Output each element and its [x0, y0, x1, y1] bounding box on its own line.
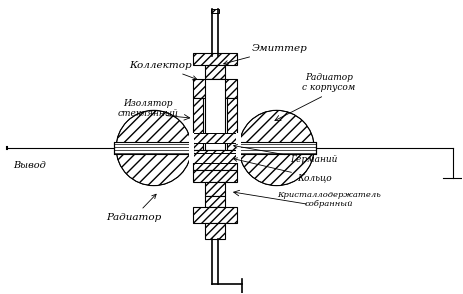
Text: Изолятор
стеклянный: Изолятор стеклянный — [117, 99, 178, 118]
Bar — [205, 79, 225, 150]
Bar — [193, 133, 237, 143]
Bar — [114, 142, 193, 154]
Circle shape — [238, 110, 313, 186]
Bar — [193, 208, 237, 223]
Bar — [237, 142, 315, 154]
Bar — [193, 98, 203, 150]
Text: Вывод: Вывод — [13, 161, 46, 170]
Text: Радиатор: Радиатор — [106, 194, 161, 222]
Bar — [193, 153, 226, 163]
Text: Кольцо: Кольцо — [233, 158, 331, 182]
Text: Эмиттер: Эмиттер — [223, 44, 307, 65]
Text: Кристаллодержатель
собранный: Кристаллодержатель собранный — [276, 191, 380, 208]
Bar — [226, 98, 237, 150]
Bar — [193, 53, 237, 65]
Bar — [211, 9, 219, 13]
Bar — [193, 79, 237, 98]
Circle shape — [116, 110, 191, 186]
Bar — [193, 133, 226, 143]
Bar — [205, 182, 225, 196]
Bar — [205, 223, 225, 239]
Bar — [236, 133, 240, 163]
Bar — [193, 150, 237, 170]
Bar — [193, 170, 237, 182]
Text: Коллектор: Коллектор — [129, 61, 196, 80]
Bar — [189, 133, 194, 163]
Text: Радиатор
с корпусом: Радиатор с корпусом — [302, 73, 355, 92]
Text: Германий: Германий — [233, 145, 337, 164]
Bar — [193, 153, 237, 163]
Bar — [205, 196, 225, 208]
Bar — [205, 65, 225, 79]
